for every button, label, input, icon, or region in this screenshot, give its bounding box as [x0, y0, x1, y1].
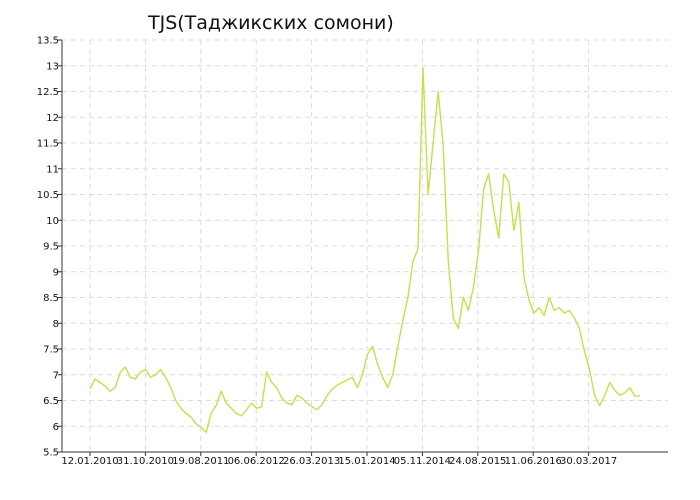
grid	[62, 39, 668, 452]
y-tick-label: 11.5	[37, 139, 59, 150]
y-tick-label: 12.5	[37, 87, 59, 98]
y-tick-label: 9.5	[43, 242, 59, 253]
y-tick-label: 9	[53, 267, 59, 278]
y-tick-label: 12	[46, 113, 59, 124]
y-axis-ticks: 5.5 6 6.5 7 7.5 8 8.5 9 9.5 10 10.5 11 11.5 12 12.5 13 1…	[37, 36, 59, 459]
x-tick-label: 11.06.2016	[505, 456, 562, 467]
y-tick-label: 10	[46, 216, 59, 227]
series	[89, 67, 641, 434]
x-tick-label: 26.03.2013	[283, 456, 340, 467]
y-tick-label: 6	[53, 422, 59, 433]
x-tick-label: 30.03.2017	[560, 456, 617, 467]
y-tick-label: 13	[46, 61, 59, 72]
axes	[58, 39, 668, 456]
x-tick-label: 12.01.2010	[61, 456, 118, 467]
x-tick-label: 06.06.2012	[228, 456, 285, 467]
x-tick-label: 05.11.2014	[394, 456, 451, 467]
x-axis-ticks: 12.01.201031.10.201019.08.201106.06.2012…	[61, 456, 617, 467]
y-tick-label: 10.5	[37, 190, 59, 201]
series-line	[89, 67, 641, 434]
y-tick-label: 7	[53, 370, 59, 381]
y-tick-label: 13.5	[37, 36, 59, 47]
y-tick-label: 6.5	[43, 396, 59, 407]
x-tick-label: 24.08.2015	[449, 456, 506, 467]
y-tick-label: 8.5	[43, 293, 59, 304]
y-tick-label: 11	[46, 164, 59, 175]
y-tick-label: 8	[53, 319, 59, 330]
x-tick-label: 31.10.2010	[117, 456, 174, 467]
chart-title: TJS(Таджикских сомони)	[148, 12, 394, 34]
x-tick-label: 19.08.2011	[172, 456, 229, 467]
x-tick-label: 15.01.2014	[338, 456, 395, 467]
y-tick-label: 5.5	[43, 448, 59, 459]
y-tick-label: 7.5	[43, 345, 59, 356]
